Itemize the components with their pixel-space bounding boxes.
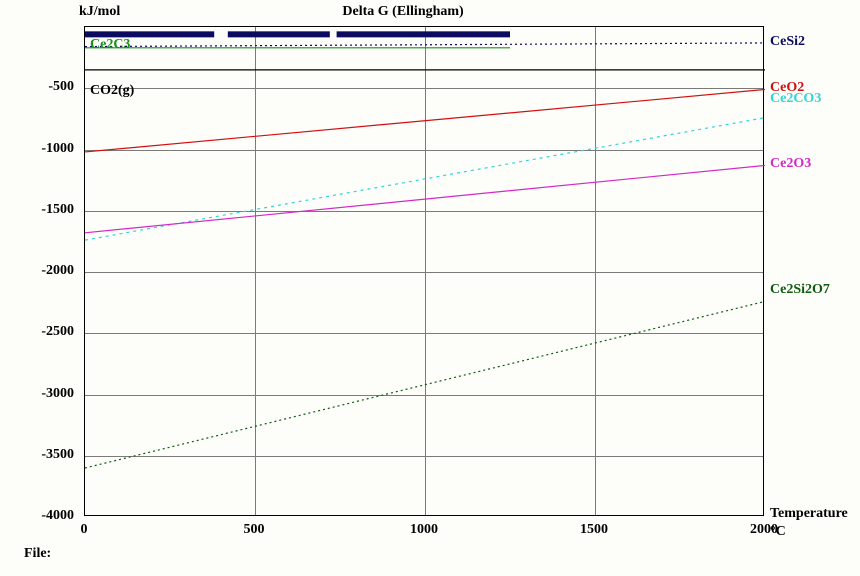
footer-file-label: File: (24, 546, 51, 562)
series-line-Ce2O3 (85, 165, 765, 232)
series-line-Ce2Si2O7 (85, 301, 765, 468)
series-label-CeSi2: CeSi2 (770, 34, 805, 50)
y-tick-label: -500 (0, 79, 74, 95)
x-tick-label: 2000 (750, 522, 778, 538)
y-tick-label: -1000 (0, 141, 74, 157)
series-label-Ce2Si2O7: Ce2Si2O7 (770, 282, 830, 298)
x-tick-label: 0 (81, 522, 88, 538)
series-line-CeSi2 (85, 43, 765, 47)
series-line-CeO2 (85, 89, 765, 151)
top-bar-segment (228, 31, 330, 37)
series-label-CO2g: CO2(g) (90, 83, 134, 99)
y-tick-label: -2000 (0, 263, 74, 279)
y-tick-label: -3000 (0, 386, 74, 402)
x-tick-label: 1500 (580, 522, 608, 538)
y-tick-label: -4000 (0, 508, 74, 524)
x-axis-label-temperature: Temperature (770, 506, 848, 522)
y-tick-label: -1500 (0, 202, 74, 218)
y-axis-label: kJ/mol (79, 4, 120, 20)
series-label-Ce2C3: Ce2C3 (90, 37, 130, 53)
x-tick-label: 500 (244, 522, 265, 538)
plot-area (84, 26, 764, 516)
series-line-Ce2CO3 (85, 118, 765, 240)
series-label-Ce2O3: Ce2O3 (770, 156, 811, 172)
top-bar-segment (337, 31, 510, 37)
series-label-Ce2CO3: Ce2CO3 (770, 91, 821, 107)
y-tick-label: -2500 (0, 324, 74, 340)
y-tick-label: -3500 (0, 447, 74, 463)
chart-title: Delta G (Ellingham) (342, 4, 463, 20)
series-layer (85, 27, 765, 517)
x-tick-label: 1000 (410, 522, 438, 538)
